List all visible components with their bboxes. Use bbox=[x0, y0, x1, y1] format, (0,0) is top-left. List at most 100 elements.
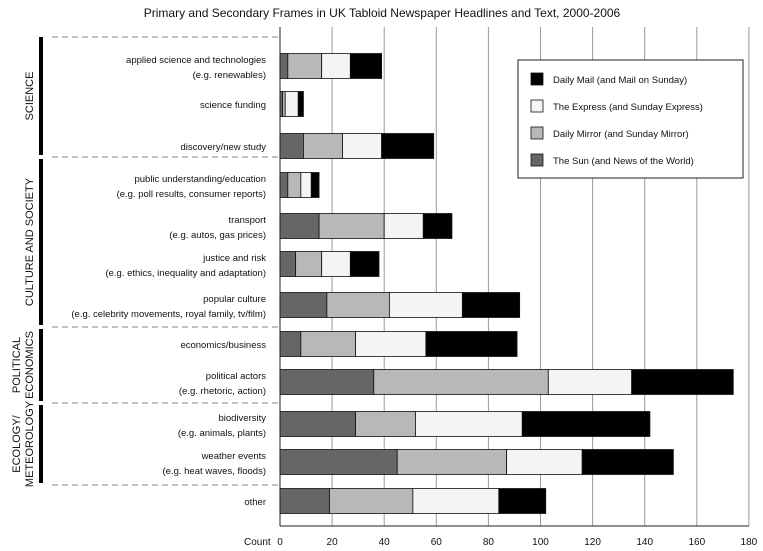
category-label: applied science and technologies bbox=[126, 55, 266, 66]
category-label: justice and risk bbox=[202, 253, 266, 264]
group-label: ECOLOGY/ bbox=[11, 414, 23, 472]
bar-segment bbox=[279, 331, 302, 357]
category-label: transport bbox=[229, 215, 267, 226]
bar-segment bbox=[581, 449, 674, 475]
category-label: political actors bbox=[206, 371, 266, 382]
bar-segment bbox=[321, 53, 351, 79]
bar-segment bbox=[279, 53, 289, 79]
bar-segment bbox=[355, 331, 427, 357]
category-label-example: (e.g. autos, gas prices) bbox=[169, 230, 266, 241]
bar-segment bbox=[506, 449, 583, 475]
bar-segment bbox=[297, 91, 304, 117]
category-label: science funding bbox=[200, 100, 266, 111]
category-label: other bbox=[244, 497, 266, 508]
group-label: SCIENCE bbox=[24, 72, 36, 121]
bar-segment bbox=[422, 213, 453, 239]
x-tick-label: 180 bbox=[741, 537, 758, 548]
x-tick-labels: 0 20 40 60 80 100 120 140 160 180 bbox=[277, 537, 757, 548]
bar-segment bbox=[521, 411, 651, 437]
group-bar bbox=[39, 37, 43, 155]
category-label: economics/business bbox=[180, 340, 266, 351]
category-label: weather events bbox=[201, 451, 267, 462]
group-label: ECONOMICS bbox=[24, 331, 36, 399]
x-tick-label: 120 bbox=[584, 537, 601, 548]
bar-segment bbox=[355, 411, 416, 437]
x-tick-label: 140 bbox=[636, 537, 653, 548]
bar-segment bbox=[547, 369, 633, 395]
category-label-example: (e.g. renewables) bbox=[193, 70, 266, 81]
bar-segment bbox=[279, 488, 330, 514]
legend-swatch bbox=[530, 126, 544, 140]
bar-segment bbox=[373, 369, 549, 395]
x-tick-label: 20 bbox=[327, 537, 339, 548]
group-label: METEOROLOGY bbox=[24, 400, 36, 487]
category-label-example: (e.g. ethics, inequality and adaptation) bbox=[105, 268, 266, 279]
group-bar bbox=[39, 329, 43, 401]
bar-segment bbox=[381, 133, 435, 159]
x-axis-label: Count bbox=[244, 537, 271, 548]
category-label-example: (e.g. rhetoric, action) bbox=[179, 386, 266, 397]
bar-segment bbox=[389, 292, 463, 318]
bar-segment bbox=[279, 292, 328, 318]
legend-swatch bbox=[530, 153, 544, 167]
bar-segment bbox=[396, 449, 508, 475]
bar-segment bbox=[295, 251, 323, 277]
bars bbox=[279, 53, 734, 514]
group-brackets: SCIENCE CULTURE AND SOCIETY POLITICAL ECONO… bbox=[11, 36, 279, 487]
bar-segment bbox=[326, 292, 390, 318]
bar-segment bbox=[279, 133, 304, 159]
bar-segment bbox=[383, 213, 424, 239]
category-labels: applied science and technologies (e.g. re… bbox=[71, 55, 266, 508]
legend-label: Daily Mirror (and Sunday Mirror) bbox=[553, 129, 689, 140]
bar-segment bbox=[287, 172, 302, 198]
bar-segment bbox=[461, 292, 521, 318]
bar-segment bbox=[279, 449, 398, 475]
x-tick-label: 60 bbox=[431, 537, 443, 548]
bar-segment bbox=[342, 133, 382, 159]
bar-segment bbox=[284, 91, 299, 117]
legend-swatch bbox=[530, 99, 544, 113]
bar-segment bbox=[321, 251, 351, 277]
group-label: CULTURE AND SOCIETY bbox=[24, 177, 36, 306]
bar-segment bbox=[279, 172, 289, 198]
legend-label: Daily Mail (and Mail on Sunday) bbox=[553, 75, 687, 86]
group-bar bbox=[39, 159, 43, 325]
bar-segment bbox=[303, 133, 343, 159]
bar-segment bbox=[631, 369, 734, 395]
category-label: popular culture bbox=[203, 294, 266, 305]
category-label: discovery/new study bbox=[180, 142, 266, 153]
legend-swatch bbox=[530, 72, 544, 86]
x-tick-label: 40 bbox=[379, 537, 391, 548]
bar-segment bbox=[318, 213, 385, 239]
bar-segment bbox=[279, 411, 356, 437]
bar-segment bbox=[300, 172, 312, 198]
group-bar bbox=[39, 405, 43, 483]
bar-segment bbox=[412, 488, 500, 514]
group-label: POLITICAL bbox=[11, 337, 23, 393]
category-label-example: (e.g. animals, plants) bbox=[178, 428, 266, 439]
bar-segment bbox=[498, 488, 547, 514]
bar-segment bbox=[279, 213, 320, 239]
legend: Daily Mail (and Mail on Sunday) The Expre… bbox=[517, 59, 744, 179]
bar-segment bbox=[287, 53, 323, 79]
x-tick-label: 160 bbox=[688, 537, 705, 548]
bar-segment bbox=[279, 251, 297, 277]
bar-segment bbox=[349, 53, 382, 79]
legend-box bbox=[517, 59, 744, 179]
legend-label: The Sun (and News of the World) bbox=[553, 156, 694, 167]
category-label: public understanding/education bbox=[134, 174, 266, 185]
bar-segment bbox=[425, 331, 518, 357]
bar-segment bbox=[300, 331, 356, 357]
category-label-example: (e.g. heat waves, floods) bbox=[163, 466, 267, 477]
legend-label: The Express (and Sunday Express) bbox=[553, 102, 703, 113]
category-label-example: (e.g. celebrity movements, royal family,… bbox=[71, 309, 266, 320]
bar-segment bbox=[349, 251, 380, 277]
x-tick-label: 100 bbox=[532, 537, 549, 548]
bar-segment bbox=[329, 488, 414, 514]
chart-title: Primary and Secondary Frames in UK Tablo… bbox=[144, 6, 621, 20]
bar-segment bbox=[279, 369, 375, 395]
x-tick-label: 0 bbox=[277, 537, 283, 548]
category-label-example: (e.g. poll results, consumer reports) bbox=[117, 189, 266, 200]
bar-segment bbox=[415, 411, 523, 437]
